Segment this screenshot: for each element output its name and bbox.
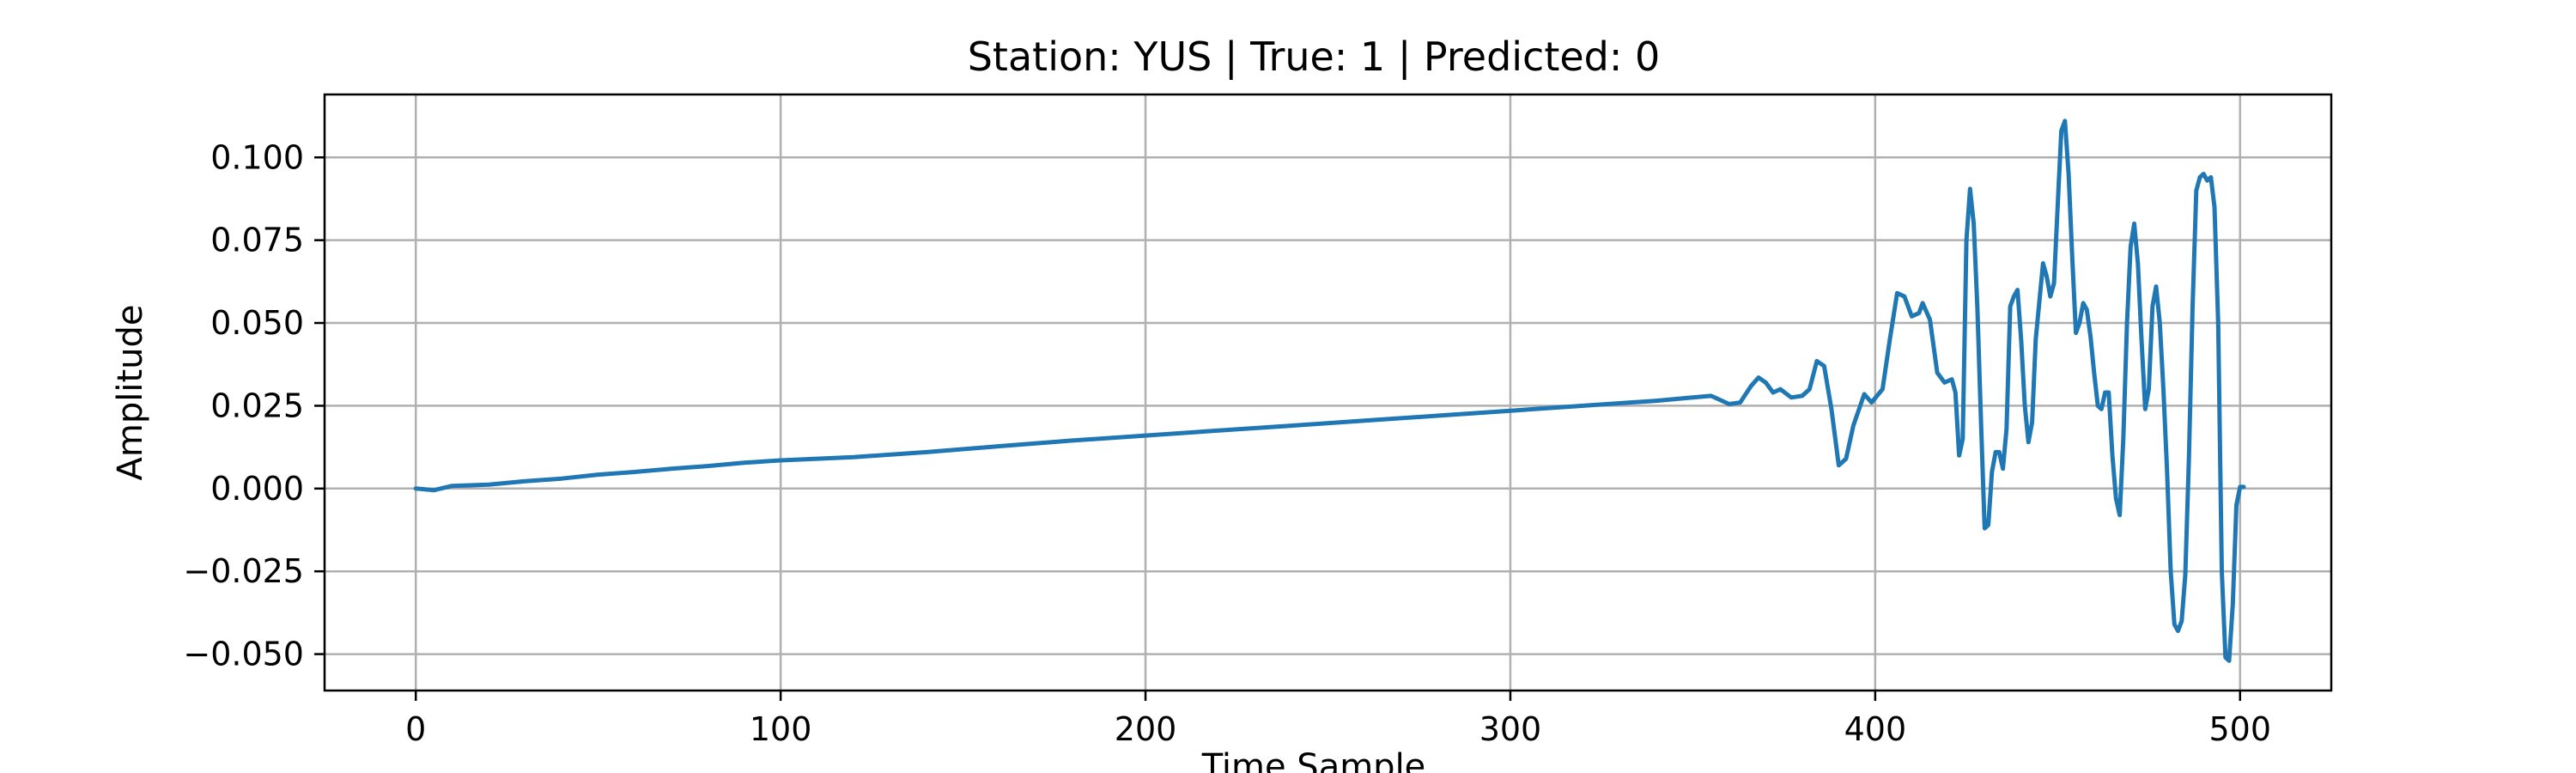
y-tick-label: 0.075 (210, 222, 304, 259)
y-tick-label: 0.025 (210, 386, 304, 424)
y-tick-label: −0.025 (183, 552, 304, 590)
x-axis-label: Time Sample (1201, 747, 1426, 773)
axis-ticks: 0 100 200 300 400 500 −0.050 −0.025 0.000 0.025 0.… (183, 138, 2271, 748)
x-tick-label: 200 (1115, 710, 1177, 748)
x-tick-label: 400 (1844, 710, 1907, 748)
plot-frame (323, 93, 2333, 692)
x-tick-label: 100 (750, 710, 812, 748)
y-tick-label: 0.050 (210, 304, 304, 342)
series-line-layer (413, 119, 2246, 663)
y-tick-label: 0.000 (210, 470, 304, 508)
y-axis-label: Amplitude (111, 305, 150, 481)
x-tick-label: 500 (2209, 710, 2272, 748)
y-tick-label: −0.050 (183, 636, 304, 673)
x-tick-label: 300 (1479, 710, 1542, 748)
grid (325, 94, 2331, 691)
series-line (413, 119, 2246, 663)
y-tick-label: 0.100 (210, 138, 304, 176)
chart-title: Station: YUS | True: 1 | Predicted: 0 (968, 33, 1661, 81)
x-tick-label: 0 (405, 710, 426, 748)
